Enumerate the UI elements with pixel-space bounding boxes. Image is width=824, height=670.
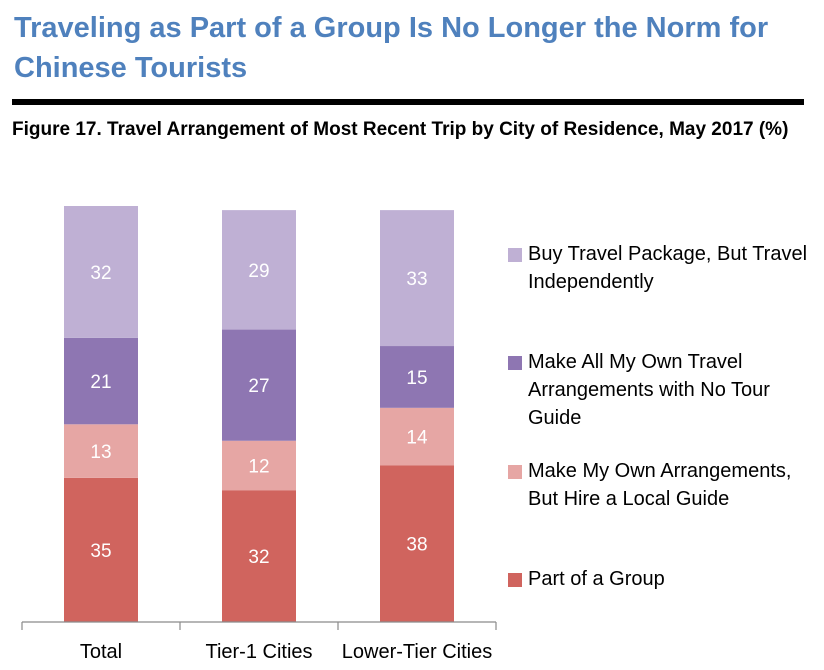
data-label-2-2: 15	[406, 368, 427, 389]
x-tick-label-1: Tier-1 Cities	[205, 641, 312, 663]
legend-swatch-3	[508, 573, 522, 587]
bar-segment-1-3	[222, 210, 296, 330]
title-rule	[12, 99, 804, 105]
x-axis	[21, 621, 497, 630]
bar-segment-2-1	[380, 407, 454, 466]
figure-title: Figure 17. Travel Arrangement of Most Re…	[12, 119, 789, 140]
data-label-0-2: 21	[90, 372, 111, 393]
data-label-2-3: 33	[406, 269, 427, 290]
headline: Traveling as Part of a Group Is No Longe…	[14, 12, 769, 84]
legend-label-2: Make My Own Arrangements, But Hire a Loc…	[528, 460, 792, 510]
bar-segment-2-2	[380, 346, 454, 408]
bars-layer	[64, 206, 454, 622]
data-label-1-0: 32	[248, 547, 269, 568]
bar-segment-0-3	[64, 206, 138, 338]
data-label-0-0: 35	[90, 541, 111, 562]
bar-segment-1-0	[222, 490, 296, 622]
legend-swatch-0	[508, 248, 522, 262]
legend-swatch-2	[508, 465, 522, 479]
data-label-2-1: 14	[406, 428, 428, 449]
bar-segment-2-3	[380, 210, 454, 347]
x-tick-label-0: Total	[80, 641, 122, 663]
bar-segment-0-0	[64, 477, 138, 622]
legend-label-3: Part of a Group	[528, 568, 665, 590]
data-label-2-0: 38	[406, 535, 427, 556]
legend-label-0: Buy Travel Package, But Travel Independe…	[528, 243, 808, 293]
bar-segment-0-2	[64, 337, 138, 425]
x-tick-labels-layer: Total Tier-1 Cities Lower-Tier Cities	[80, 641, 492, 663]
segment-labels-layer: 35 13 21 32 32 12 27 29 38 14 15 33	[90, 261, 428, 568]
bar-segment-1-1	[222, 440, 296, 491]
bar-segment-0-1	[64, 424, 138, 478]
data-label-1-1: 12	[248, 456, 269, 477]
data-label-1-2: 27	[248, 376, 269, 397]
data-label-0-3: 32	[90, 263, 111, 284]
bar-segment-1-2	[222, 329, 296, 441]
legend-label-1: Make All My Own Travel Arrangements with…	[528, 351, 770, 429]
data-label-0-1: 13	[90, 442, 111, 463]
bar-segment-2-0	[380, 465, 454, 622]
data-label-1-3: 29	[248, 261, 269, 282]
legend-swatch-1	[508, 356, 522, 370]
x-tick-label-2: Lower-Tier Cities	[342, 641, 492, 663]
